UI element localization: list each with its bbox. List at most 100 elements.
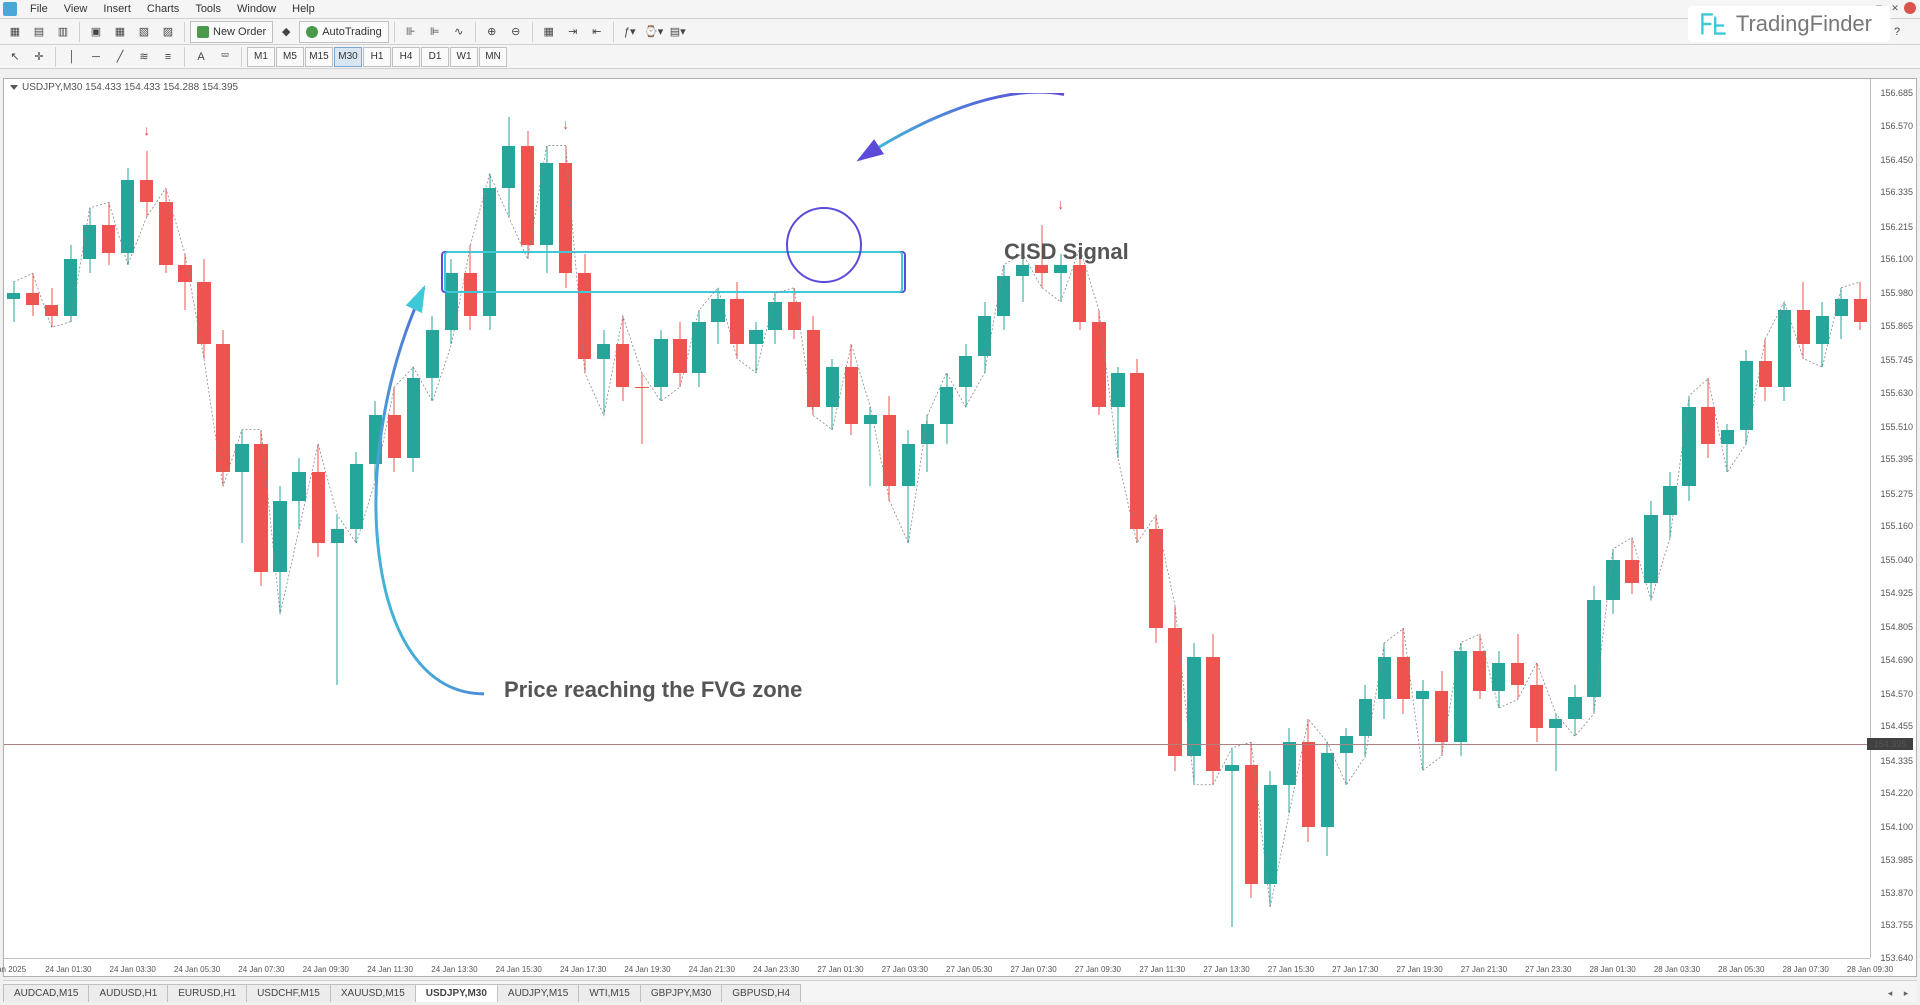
tab-xauusd-m15[interactable]: XAUUSD,M15 [330,984,416,1002]
periodicity-icon[interactable]: ⌚▾ [643,21,665,43]
timeframe-m1[interactable]: M1 [247,47,275,67]
time-label: 27 Jan 23:30 [1525,965,1571,974]
text-label-icon[interactable]: ⮹ [214,46,236,68]
timeframe-d1[interactable]: D1 [421,47,449,67]
menu-charts[interactable]: Charts [139,3,187,15]
time-label: 27 Jan 15:30 [1268,965,1314,974]
tile-icon[interactable]: ▦ [538,21,560,43]
price-axis: 156.685156.570156.450156.335156.215156.1… [1870,79,1916,958]
tab-usdjpy-m30[interactable]: USDJPY,M30 [415,984,498,1002]
time-label: 28 Jan 05:30 [1718,965,1764,974]
text-icon[interactable]: A [190,46,212,68]
templates-icon[interactable]: ▤▾ [667,21,689,43]
chart-canvas[interactable]: ↓↓↓CISD SignalPrice reaching the FVG zon… [4,93,1870,958]
chart-menu-icon[interactable] [10,85,18,90]
price-label: 154.335 [1880,756,1913,766]
auto-scroll-icon[interactable]: ⇥ [562,21,584,43]
menu-window[interactable]: Window [229,3,284,15]
hline-icon[interactable]: ─ [85,46,107,68]
menu-insert[interactable]: Insert [95,3,139,15]
play-icon [306,26,318,38]
menu-view[interactable]: View [56,3,96,15]
plus-icon [197,26,209,38]
notification-icon[interactable] [1904,2,1916,14]
price-label: 153.640 [1880,953,1913,963]
line-chart-icon[interactable]: ∿ [448,21,470,43]
time-label: 27 Jan 01:30 [817,965,863,974]
indicators-icon[interactable]: ƒ▾ [619,21,641,43]
metaeditor-icon[interactable]: ◆ [275,21,297,43]
price-label: 156.100 [1880,254,1913,264]
timeframe-m15[interactable]: M15 [305,47,333,67]
market-watch-icon[interactable]: ▥ [52,21,74,43]
price-label: 155.040 [1880,555,1913,565]
timeframe-m5[interactable]: M5 [276,47,304,67]
price-label: 156.215 [1880,222,1913,232]
time-label: 27 Jan 07:30 [1010,965,1056,974]
timeframe-m30[interactable]: M30 [334,47,362,67]
tab-eurusd-h1[interactable]: EURUSD,H1 [167,984,247,1002]
crosshair-icon[interactable]: ✛ [28,46,50,68]
time-label: 27 Jan 05:30 [946,965,992,974]
signal-arrow-icon: ↓ [1057,196,1064,212]
cursor-icon[interactable]: ↖ [4,46,26,68]
price-label: 155.275 [1880,489,1913,499]
trendline-icon[interactable]: ╱ [109,46,131,68]
chart-window: USDJPY,M30 154.433 154.433 154.288 154.3… [3,78,1917,977]
autotrading-button[interactable]: AutoTrading [299,21,389,43]
fibo-icon[interactable]: ≡ [157,46,179,68]
data-icon[interactable]: ▨ [157,21,179,43]
bar-chart-icon[interactable]: ⊪ [400,21,422,43]
menu-file[interactable]: File [22,3,56,15]
channel-icon[interactable]: ≋ [133,46,155,68]
vline-icon[interactable]: │ [61,46,83,68]
tab-audusd-h1[interactable]: AUDUSD,H1 [88,984,168,1002]
toolbar-main: ▦ ▤ ▥ ▣ ▦ ▧ ▨ New Order ◆ AutoTrading ⊪ … [0,19,1920,45]
autotrading-label: AutoTrading [322,26,382,38]
menu-help[interactable]: Help [284,3,323,15]
tab-prev-icon[interactable]: ◂ [1883,988,1897,1002]
time-label: 24 Jan 01:30 [45,965,91,974]
tab-audjpy-m15[interactable]: AUDJPY,M15 [497,984,579,1002]
profiles-icon[interactable]: ▤ [28,21,50,43]
price-label: 153.870 [1880,888,1913,898]
close-icon[interactable]: ✕ [1888,2,1902,14]
candle-chart-icon[interactable]: ⊫ [424,21,446,43]
tab-wti-m15[interactable]: WTI,M15 [578,984,641,1002]
price-label: 155.510 [1880,422,1913,432]
timeframe-w1[interactable]: W1 [450,47,478,67]
navigator-icon[interactable]: ▣ [85,21,107,43]
new-order-button[interactable]: New Order [190,21,273,43]
price-label: 155.980 [1880,288,1913,298]
price-label: 154.570 [1880,689,1913,699]
time-label: 28 Jan 03:30 [1654,965,1700,974]
zoom-out-icon[interactable]: ⊖ [505,21,527,43]
price-label: 154.690 [1880,655,1913,665]
signal-arrow-icon: ↓ [143,122,150,138]
tab-gbpusd-h4[interactable]: GBPUSD,H4 [721,984,801,1002]
timeframe-h1[interactable]: H1 [363,47,391,67]
timeframe-mn[interactable]: MN [479,47,507,67]
price-label: 154.925 [1880,588,1913,598]
time-axis: 23 Jan 202524 Jan 01:3024 Jan 03:3024 Ja… [4,958,1870,976]
price-label: 156.570 [1880,121,1913,131]
new-chart-icon[interactable]: ▦ [4,21,26,43]
chart-shift-icon[interactable]: ⇤ [586,21,608,43]
time-label: 27 Jan 13:30 [1203,965,1249,974]
zoom-in-icon[interactable]: ⊕ [481,21,503,43]
price-label: 155.630 [1880,388,1913,398]
tab-next-icon[interactable]: ▸ [1899,988,1913,1002]
tab-audcad-m15[interactable]: AUDCAD,M15 [3,984,89,1002]
timeframe-h4[interactable]: H4 [392,47,420,67]
tab-usdchf-m15[interactable]: USDCHF,M15 [246,984,331,1002]
menubar: File View Insert Charts Tools Window Hel… [0,0,1920,19]
tab-gbpjpy-m30[interactable]: GBPJPY,M30 [640,984,722,1002]
terminal-icon[interactable]: ▦ [109,21,131,43]
menu-tools[interactable]: Tools [187,3,229,15]
price-label: 154.455 [1880,721,1913,731]
price-label: 155.745 [1880,355,1913,365]
price-label: 155.865 [1880,321,1913,331]
price-label: 155.160 [1880,521,1913,531]
time-label: 24 Jan 17:30 [560,965,606,974]
tester-icon[interactable]: ▧ [133,21,155,43]
